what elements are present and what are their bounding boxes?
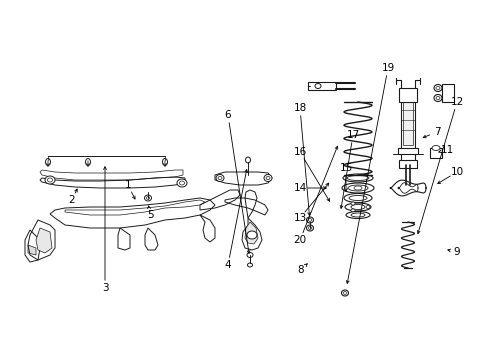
Ellipse shape [216,175,224,181]
Ellipse shape [47,178,52,182]
Ellipse shape [350,204,364,210]
Bar [402,100,412,145]
Text: 9: 9 [453,247,459,257]
Text: 2: 2 [68,195,75,205]
Bar [398,160,416,168]
Ellipse shape [218,176,222,180]
Bar [441,84,453,102]
Ellipse shape [265,176,269,180]
Ellipse shape [341,290,348,296]
Text: 6: 6 [224,110,231,120]
Ellipse shape [246,252,252,257]
Polygon shape [28,245,36,255]
Text: 19: 19 [381,63,394,73]
Ellipse shape [341,183,373,193]
Ellipse shape [264,175,271,181]
Ellipse shape [246,231,257,239]
Ellipse shape [350,213,364,217]
Bar [400,100,414,165]
Ellipse shape [433,85,441,91]
Ellipse shape [433,94,441,102]
Ellipse shape [343,292,346,294]
Ellipse shape [346,175,368,180]
Text: 12: 12 [449,97,463,107]
Ellipse shape [343,193,371,202]
Text: 16: 16 [293,147,306,157]
Ellipse shape [431,145,439,150]
Ellipse shape [342,174,372,182]
Ellipse shape [245,157,250,163]
Ellipse shape [45,176,55,184]
Text: 5: 5 [146,210,153,220]
Ellipse shape [308,226,311,230]
Text: 11: 11 [440,145,453,155]
Ellipse shape [144,195,151,201]
Polygon shape [244,222,258,244]
Ellipse shape [177,179,186,187]
Bar [397,148,417,154]
Text: 13: 13 [293,213,306,223]
Text: 1: 1 [124,180,131,190]
Text: 4: 4 [224,260,231,270]
Ellipse shape [350,209,354,212]
Bar [398,88,416,102]
Text: 14: 14 [293,183,306,193]
Text: 18: 18 [293,103,306,113]
Ellipse shape [306,217,313,223]
Polygon shape [36,228,52,253]
Polygon shape [25,230,40,262]
Text: 7: 7 [433,127,439,137]
Ellipse shape [365,206,369,208]
Ellipse shape [85,158,90,166]
Text: 10: 10 [449,167,463,177]
Text: 3: 3 [102,283,108,293]
Text: 15: 15 [339,163,352,173]
Ellipse shape [347,185,367,191]
Bar [429,148,441,158]
Ellipse shape [435,86,439,90]
Bar [307,82,335,90]
Ellipse shape [45,158,50,166]
Ellipse shape [308,219,311,221]
Ellipse shape [247,263,252,267]
Ellipse shape [353,186,361,190]
Ellipse shape [162,158,167,166]
Text: 8: 8 [297,265,304,275]
Ellipse shape [348,195,366,201]
Ellipse shape [146,197,149,199]
Text: 20: 20 [293,235,306,245]
Ellipse shape [306,225,313,231]
Ellipse shape [314,84,320,89]
Ellipse shape [350,202,354,205]
Text: 17: 17 [346,130,359,140]
Ellipse shape [179,181,184,185]
Ellipse shape [345,203,370,211]
Ellipse shape [435,96,439,99]
Ellipse shape [346,211,369,219]
